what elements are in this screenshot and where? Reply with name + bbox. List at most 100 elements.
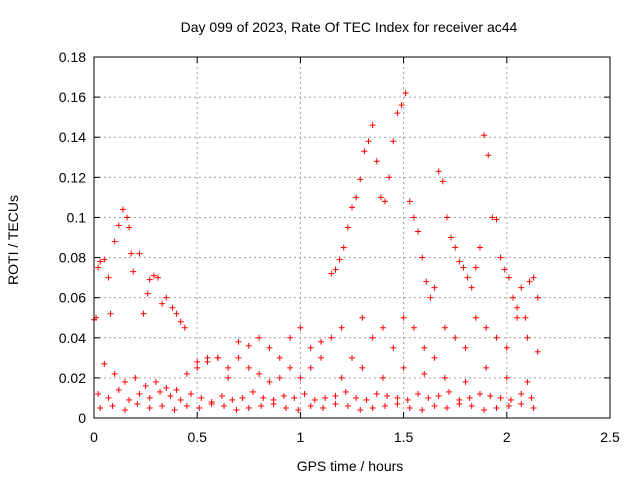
data-point xyxy=(173,386,180,393)
data-point xyxy=(406,198,413,205)
data-point xyxy=(448,234,455,241)
y-tick-label: 0.1 xyxy=(67,209,87,225)
data-point xyxy=(361,148,368,155)
data-point xyxy=(379,374,386,381)
data-point xyxy=(435,168,442,175)
data-point xyxy=(194,358,201,365)
data-point xyxy=(95,390,102,397)
data-point xyxy=(476,244,483,251)
data-point xyxy=(462,344,469,351)
data-point xyxy=(318,354,325,361)
data-point xyxy=(468,284,475,291)
x-tick-label: 1.5 xyxy=(394,429,414,445)
data-point xyxy=(349,354,355,361)
data-point xyxy=(239,394,246,401)
data-point xyxy=(509,294,516,301)
data-point xyxy=(146,404,153,411)
data-point xyxy=(526,278,533,285)
data-point xyxy=(291,394,298,401)
data-point xyxy=(144,290,151,297)
data-point xyxy=(363,396,370,403)
data-point xyxy=(530,404,537,411)
data-point xyxy=(503,344,510,351)
x-tick-label: 2 xyxy=(503,429,511,445)
data-point xyxy=(136,390,143,397)
data-point xyxy=(221,402,228,409)
data-point xyxy=(235,338,242,345)
data-point xyxy=(446,388,453,395)
data-point xyxy=(349,204,355,211)
data-point xyxy=(181,324,188,331)
data-point xyxy=(105,394,112,401)
data-point xyxy=(322,394,329,401)
y-tick-label: 0.12 xyxy=(59,169,86,185)
data-point xyxy=(452,244,459,251)
data-point xyxy=(97,404,104,411)
data-point xyxy=(328,334,335,341)
data-point xyxy=(435,392,442,399)
data-point xyxy=(198,394,205,401)
data-point xyxy=(514,314,521,321)
data-point xyxy=(489,214,496,221)
data-point xyxy=(218,392,225,399)
data-point xyxy=(245,364,252,371)
data-point xyxy=(204,358,211,365)
data-point xyxy=(431,402,438,409)
data-point xyxy=(481,406,488,413)
data-point xyxy=(338,374,345,381)
data-point xyxy=(163,294,170,301)
data-point xyxy=(369,404,376,411)
data-point xyxy=(214,354,221,361)
data-point xyxy=(121,378,128,385)
data-point xyxy=(194,364,201,371)
data-point xyxy=(97,258,104,265)
y-tick-label: 0.06 xyxy=(59,290,86,306)
data-point xyxy=(369,334,376,341)
data-point xyxy=(468,402,475,409)
data-point xyxy=(353,194,360,201)
data-point xyxy=(377,194,384,201)
data-point xyxy=(485,152,492,159)
data-point xyxy=(507,396,514,403)
data-point xyxy=(142,382,149,389)
data-point xyxy=(400,314,407,321)
data-point xyxy=(159,402,166,409)
data-point xyxy=(481,132,488,139)
data-point xyxy=(456,400,463,407)
chart-title: Day 099 of 2023, Rate Of TEC Index for r… xyxy=(181,19,518,35)
data-point xyxy=(359,314,366,321)
data-point xyxy=(132,374,139,381)
y-tick-label: 0.16 xyxy=(59,89,86,105)
data-point xyxy=(505,274,512,281)
x-tick-label: 0.5 xyxy=(187,429,207,445)
plot-frame xyxy=(93,56,611,419)
data-point xyxy=(157,388,164,395)
data-point xyxy=(208,400,215,407)
data-point xyxy=(266,344,273,351)
data-point xyxy=(452,334,459,341)
data-point xyxy=(107,310,114,317)
data-point xyxy=(318,338,325,345)
data-point xyxy=(173,310,180,317)
data-point xyxy=(404,396,411,403)
data-point xyxy=(140,310,147,317)
data-point xyxy=(336,256,343,263)
data-point xyxy=(245,342,252,349)
data-point xyxy=(171,406,178,413)
data-point xyxy=(256,334,263,341)
data-point xyxy=(177,318,184,325)
data-point xyxy=(487,392,494,399)
data-point xyxy=(443,214,450,221)
data-point xyxy=(340,244,347,251)
data-point xyxy=(105,274,112,281)
data-point xyxy=(369,122,376,129)
data-point xyxy=(188,390,195,397)
data-point xyxy=(394,400,401,407)
data-point xyxy=(359,364,366,371)
data-point xyxy=(276,374,283,381)
data-point xyxy=(311,396,318,403)
x-tick-label: 0 xyxy=(90,429,98,445)
data-point xyxy=(503,374,510,381)
data-point xyxy=(297,324,304,331)
